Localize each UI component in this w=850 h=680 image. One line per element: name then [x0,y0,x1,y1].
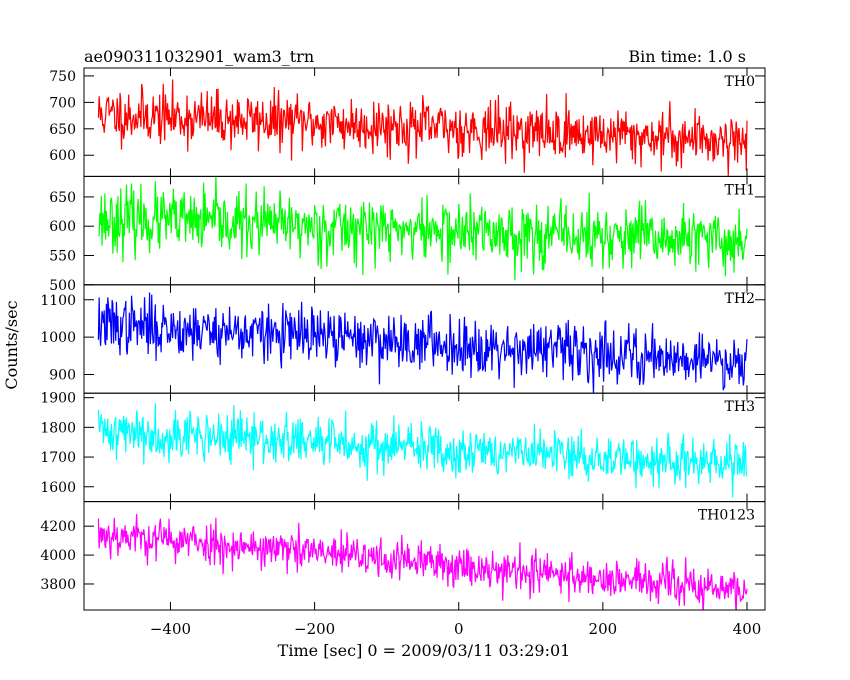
y-tick-label: 4200 [40,519,76,535]
y-tick-label: 650 [49,190,76,206]
series-label-th3: TH3 [725,399,755,415]
series-line-th2 [97,292,748,394]
y-tick-label: 600 [49,148,76,164]
x-tick-label: −200 [294,620,335,638]
x-axis: −400 −200 0 200 400 [150,620,761,638]
panel-th1: 500 550 600 650 TH1 [49,175,766,294]
y-tick-label: 1900 [40,391,76,407]
y-tick-label: 500 [49,278,76,294]
y-tick-label: 1800 [40,420,76,436]
y-tick-label: 600 [49,219,76,235]
y-axis-label: Counts/sec [2,300,21,389]
series-label-th0123: TH0123 [698,508,755,524]
series-line-th0123 [97,514,748,611]
y-tick-label: 550 [49,249,76,265]
panels: 600 650 700 750 TH0 500 550 600 650 TH1 900 1000 110… [40,67,766,611]
y-tick-label: 3800 [40,577,76,593]
panel-th0: 600 650 700 750 TH0 [49,67,766,177]
y-tick-label: 650 [49,122,76,138]
y-tick-label: 4000 [40,548,76,564]
x-tick-label: −400 [150,620,191,638]
panel-frame [83,501,766,611]
series-line-th3 [97,403,748,498]
panel-th0123: 3800 4000 4200 TH0123 [40,501,766,611]
y-tick-label: 1700 [40,450,76,466]
x-tick-label: 400 [733,620,762,638]
y-tick-label: 1000 [40,330,76,346]
series-label-th0: TH0 [725,74,755,90]
x-axis-label: Time [sec] 0 = 2009/03/11 03:29:01 [278,641,571,660]
series-label-th1: TH1 [725,182,755,198]
series-line-th1 [97,176,748,281]
panel-th2: 900 1000 1100 TH2 [40,284,766,394]
x-tick-label: 200 [589,620,618,638]
y-tick-label: 1600 [40,480,76,496]
chart-bin-time: Bin time: 1.0 s [628,47,746,66]
y-tick-label: 750 [49,69,76,85]
chart-title: ae090311032901_wam3_trn [84,47,314,66]
panel-th3: 1600 1700 1800 1900 TH3 [40,391,766,503]
series-label-th2: TH2 [725,291,755,307]
x-tick-label: 0 [454,620,464,638]
y-tick-label: 1100 [40,293,76,309]
y-tick-label: 900 [49,368,76,384]
series-line-th0 [97,79,748,176]
y-tick-label: 700 [49,95,76,111]
